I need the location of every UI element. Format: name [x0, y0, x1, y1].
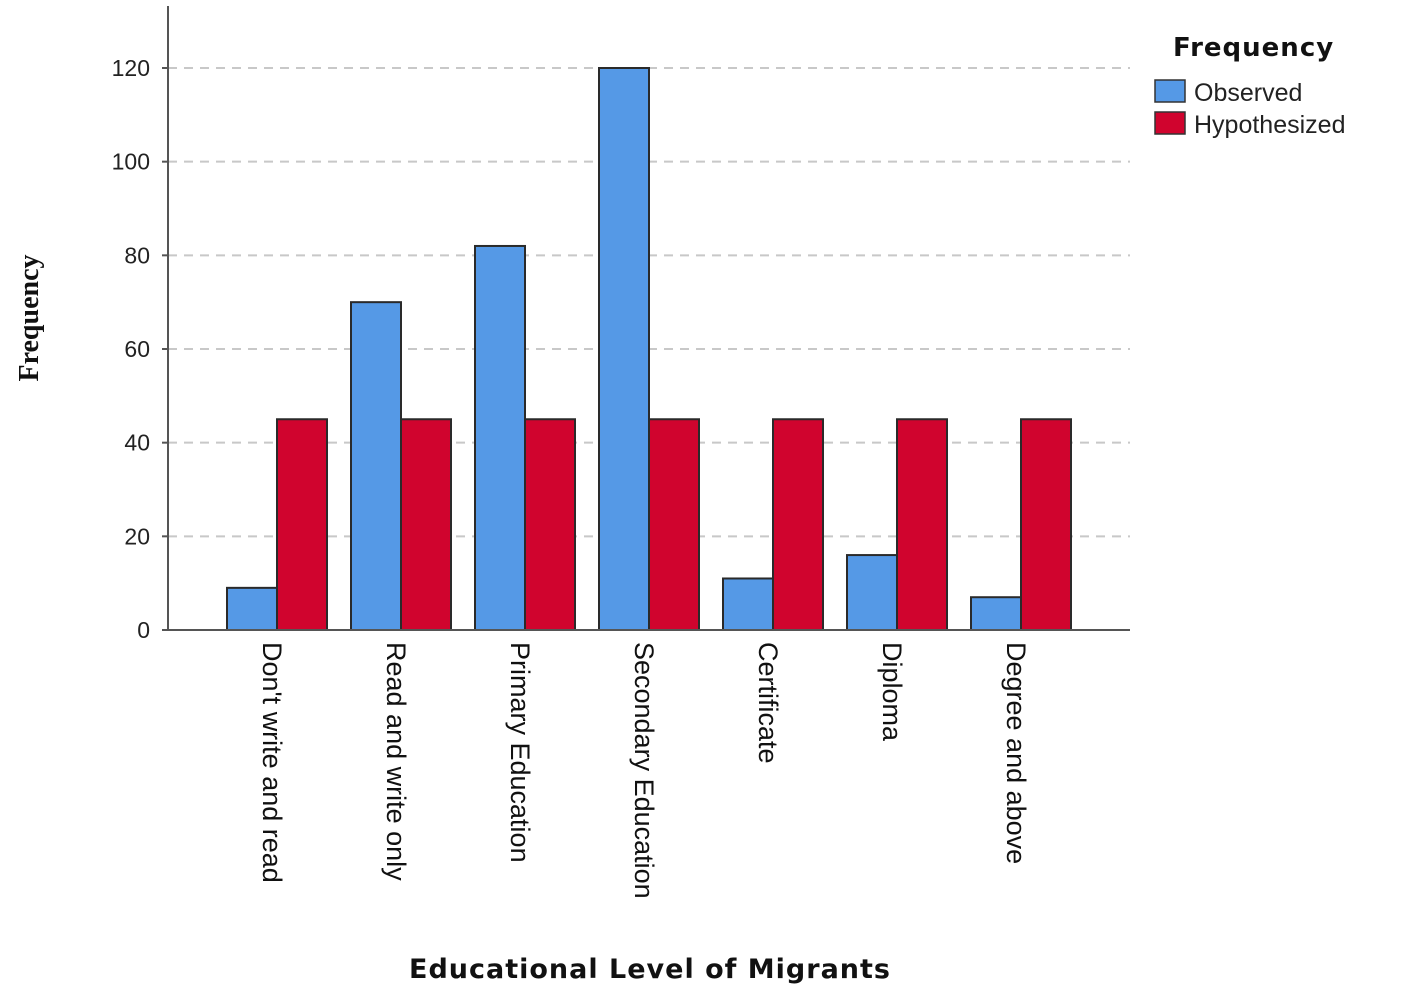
- bar-observed-7: [970, 596, 1022, 632]
- x-category-label: Certificate: [753, 642, 783, 764]
- bar-hypothesized-5: [772, 418, 824, 631]
- x-category-label: Degree and above: [1001, 642, 1031, 864]
- legend-swatch-hypothesized: [1154, 111, 1186, 135]
- bar-hypothesized-4: [648, 418, 700, 631]
- y-tick-label: 60: [124, 336, 150, 362]
- y-axis-title: Frequency: [14, 254, 45, 381]
- bar-hypothesized-1: [276, 418, 328, 631]
- bar-observed-6: [846, 554, 898, 631]
- legend-label-hypothesized: Hypothesized: [1194, 111, 1345, 139]
- y-tick-label: 120: [112, 55, 150, 81]
- bar-observed-1: [226, 586, 278, 631]
- x-category-label: Diploma: [877, 642, 907, 742]
- y-tick-label: 40: [124, 430, 150, 456]
- y-ticks: 0 20 40 60 80 100 120: [112, 55, 168, 643]
- y-tick-label: 80: [124, 242, 150, 268]
- legend-swatch-observed: [1154, 79, 1186, 103]
- bar-observed-3: [474, 244, 526, 631]
- y-tick-label: 0: [137, 617, 150, 643]
- legend: Frequency Observed Hypothesized: [1154, 33, 1345, 139]
- bar-hypothesized-3: [524, 418, 576, 631]
- x-category-label: Primary Education: [505, 642, 535, 863]
- bar-hypothesized-6: [896, 418, 948, 631]
- bar-observed-2: [350, 301, 402, 631]
- x-category-label: Read and write only: [381, 642, 411, 881]
- legend-label-observed: Observed: [1194, 79, 1302, 107]
- x-category-label: Don't write and read: [257, 642, 287, 883]
- bar-hypothesized-2: [400, 418, 452, 631]
- x-axis-title: Educational Level of Migrants: [409, 954, 891, 985]
- x-category-label: Secondary Education: [629, 642, 659, 899]
- bars: [226, 67, 1072, 632]
- bar-observed-5: [722, 577, 774, 632]
- bar-hypothesized-7: [1020, 418, 1072, 631]
- x-category-labels: Don't write and read Read and write only P…: [257, 642, 1031, 899]
- legend-title: Frequency: [1173, 33, 1334, 63]
- y-tick-label: 20: [124, 523, 150, 549]
- bar-observed-4: [598, 67, 650, 631]
- y-tick-label: 100: [112, 149, 150, 175]
